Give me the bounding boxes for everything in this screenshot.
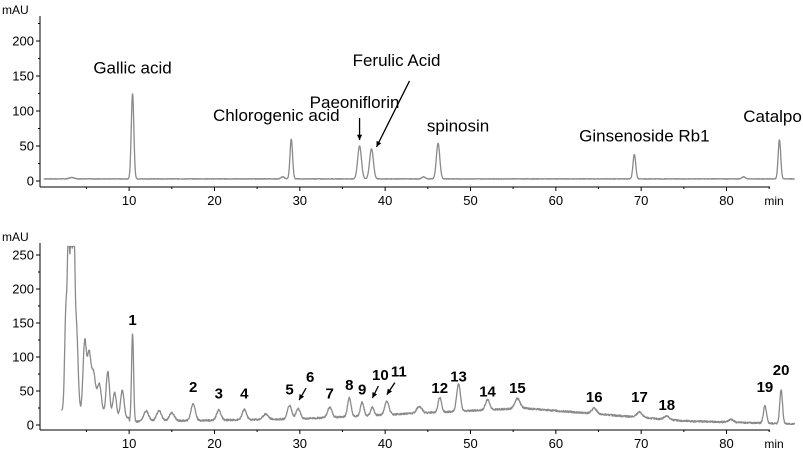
x-tick-label: 80 (719, 436, 733, 451)
peak-number-label: 17 (631, 389, 648, 406)
standards-chromatogram-panel: 0 50 100 150 200 mAU 10 20 30 40 50 60 70 80 min Gallic… (2, 3, 803, 208)
peak-number-label: 16 (586, 389, 603, 406)
chromatogram-trace (61, 245, 796, 426)
peak-number-label: 9 (358, 382, 366, 399)
y-tick-label: 250 (12, 248, 34, 263)
peak-compound-label: Ferulic Acid (353, 51, 441, 70)
x-tick-label: 20 (207, 193, 221, 208)
x-tick-label: 40 (378, 193, 392, 208)
peak-number-label: 18 (658, 397, 675, 414)
x-tick-label: 60 (549, 193, 563, 208)
peak-number-label: 14 (479, 384, 496, 401)
y-tick-label: 150 (12, 69, 34, 84)
peak-number-label: 4 (240, 386, 249, 403)
peak-number-label: 1 (128, 312, 136, 329)
peak-number-label: 7 (326, 386, 334, 403)
chromatogram-trace (43, 93, 796, 180)
y-tick-label: 150 (12, 316, 34, 331)
peak-compound-label: spinosin (427, 116, 489, 135)
x-tick-label: 70 (634, 436, 648, 451)
peak-compound-label: Catalpol (743, 107, 803, 126)
x-tick-label: 10 (122, 193, 136, 208)
y-tick-label: 100 (12, 350, 34, 365)
x-tick-label: 50 (463, 436, 477, 451)
peak-number-label: 10 (372, 367, 389, 384)
y-tick-label: 0 (27, 174, 34, 189)
peak-arrow (375, 80, 411, 148)
x-unit-label: min (764, 437, 783, 451)
y-tick-label: 200 (12, 34, 34, 49)
peak-number-label: 13 (450, 369, 467, 386)
peak-arrowhead (372, 392, 378, 398)
peak-arrowhead (299, 394, 305, 401)
x-tick-label: 40 (378, 436, 392, 451)
x-tick-label: 60 (549, 436, 563, 451)
x-tick-label: 10 (122, 436, 136, 451)
y-unit-label: mAU (2, 230, 29, 244)
x-tick-label: 80 (719, 193, 733, 208)
peak-number-label: 3 (215, 386, 223, 403)
x-tick-label: 20 (207, 436, 221, 451)
peak-number-label: 15 (509, 380, 526, 397)
x-tick-label: 50 (463, 193, 477, 208)
peak-arrowhead (386, 388, 393, 395)
peak-number-label: 11 (391, 364, 407, 381)
x-tick-label: 70 (634, 193, 648, 208)
y-tick-label: 100 (12, 104, 34, 119)
peak-compound-label: Ginsenoside Rb1 (579, 127, 709, 146)
peak-number-label: 5 (285, 382, 293, 399)
peak-number-label: 12 (431, 380, 448, 397)
y-tick-label: 0 (27, 418, 34, 433)
y-tick-label: 50 (20, 384, 34, 399)
y-unit-label: mAU (2, 3, 29, 17)
peak-compound-label: Paeoniflorin (310, 93, 400, 112)
y-tick-label: 200 (12, 282, 34, 297)
peak-number-label: 6 (306, 369, 314, 386)
y-tick-label: 50 (20, 139, 34, 154)
peak-compound-label: Chlorogenic acid (213, 106, 340, 125)
peak-arrowhead (356, 134, 363, 141)
x-tick-label: 30 (293, 193, 307, 208)
x-tick-label: 30 (293, 436, 307, 451)
peak-number-label: 20 (773, 362, 790, 379)
peak-arrowhead (376, 140, 382, 147)
peak-number-label: 8 (345, 377, 353, 394)
x-unit-label: min (764, 194, 783, 208)
peak-number-label: 19 (757, 379, 774, 396)
peak-compound-label: Gallic acid (93, 59, 171, 78)
peak-number-label: 2 (189, 379, 197, 396)
